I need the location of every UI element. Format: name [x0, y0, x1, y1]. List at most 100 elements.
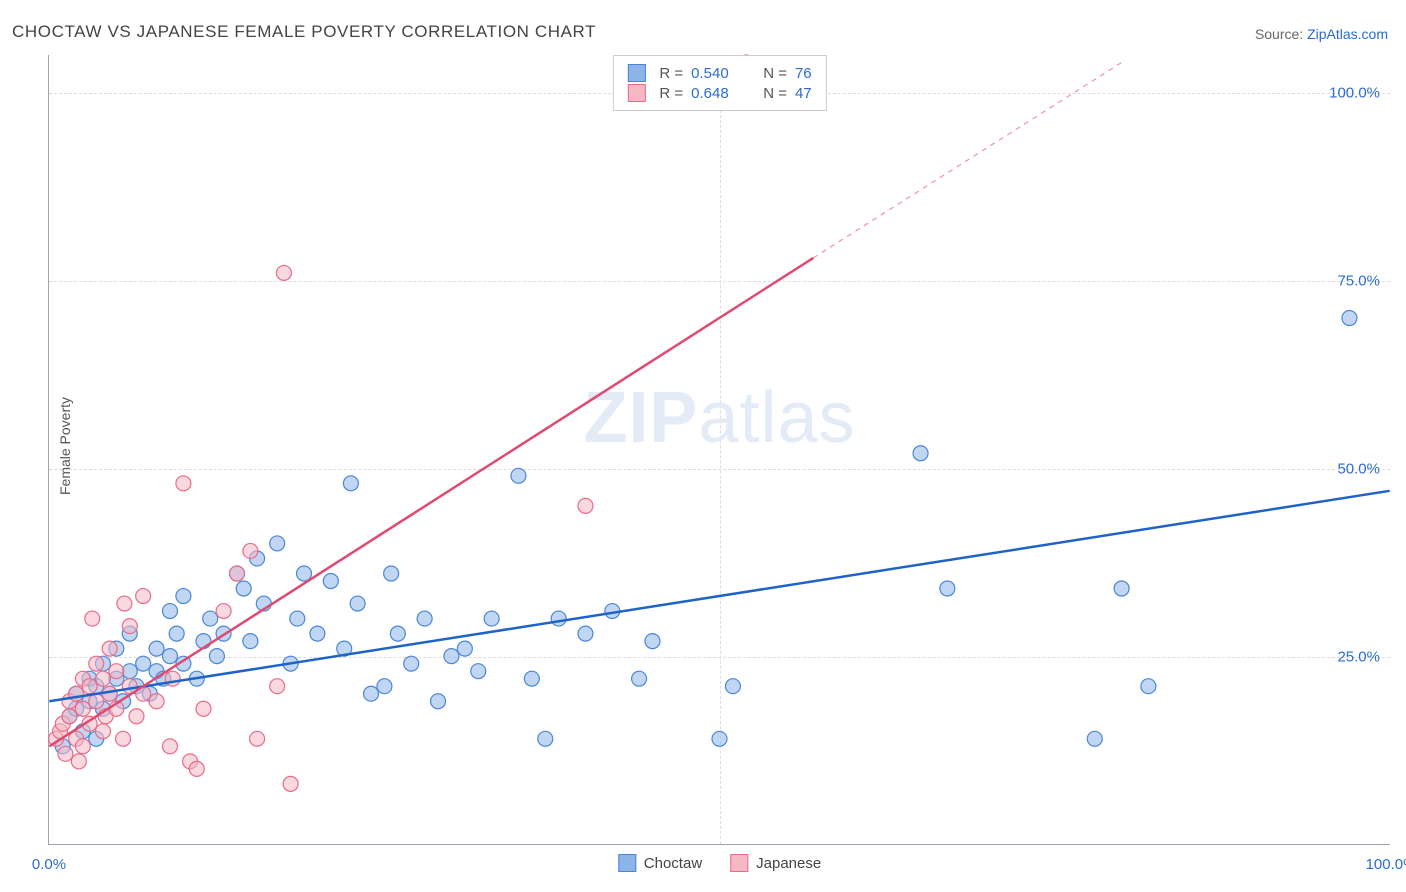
r-value: 0.540 — [691, 65, 729, 82]
scatter-point — [169, 626, 184, 641]
scatter-point — [511, 468, 526, 483]
scatter-svg — [49, 55, 1390, 844]
scatter-point — [384, 566, 399, 581]
scatter-point — [1141, 679, 1156, 694]
r-value: 0.648 — [691, 85, 729, 102]
n-label: N = — [763, 85, 787, 102]
scatter-point — [578, 626, 593, 641]
scatter-point — [323, 574, 338, 589]
scatter-point — [122, 664, 137, 679]
scatter-point — [243, 634, 258, 649]
scatter-point — [129, 709, 144, 724]
legend-swatch — [730, 854, 748, 872]
scatter-point — [82, 679, 97, 694]
scatter-point — [431, 694, 446, 709]
scatter-point — [58, 746, 73, 761]
scatter-point — [230, 566, 245, 581]
legend-swatch — [627, 64, 645, 82]
scatter-point — [95, 671, 110, 686]
scatter-point — [1342, 311, 1357, 326]
scatter-point — [270, 536, 285, 551]
scatter-point — [209, 649, 224, 664]
scatter-point — [89, 656, 104, 671]
y-tick-label: 25.0% — [1337, 648, 1380, 665]
scatter-point — [176, 476, 191, 491]
scatter-point — [484, 611, 499, 626]
scatter-point — [117, 596, 132, 611]
scatter-point — [149, 641, 164, 656]
scatter-point — [350, 596, 365, 611]
legend-label: Japanese — [756, 855, 821, 872]
scatter-point — [913, 446, 928, 461]
scatter-point — [645, 634, 660, 649]
scatter-point — [283, 776, 298, 791]
scatter-point — [632, 671, 647, 686]
x-tick-label: 0.0% — [32, 856, 66, 873]
scatter-point — [71, 754, 86, 769]
legend-label: Choctaw — [644, 855, 702, 872]
scatter-point — [236, 581, 251, 596]
y-tick-label: 75.0% — [1337, 272, 1380, 289]
scatter-point — [162, 604, 177, 619]
r-label: R = — [659, 65, 683, 82]
scatter-point — [471, 664, 486, 679]
legend-swatch — [627, 84, 645, 102]
n-value: 76 — [795, 65, 812, 82]
scatter-point — [390, 626, 405, 641]
scatter-point — [89, 694, 104, 709]
series-legend-item: Choctaw — [618, 854, 702, 872]
scatter-point — [444, 649, 459, 664]
chart-title: CHOCTAW VS JAPANESE FEMALE POVERTY CORRE… — [12, 22, 596, 42]
scatter-point — [1087, 731, 1102, 746]
y-tick-label: 100.0% — [1329, 84, 1380, 101]
scatter-point — [136, 656, 151, 671]
scatter-point — [290, 611, 305, 626]
scatter-point — [404, 656, 419, 671]
scatter-point — [524, 671, 539, 686]
scatter-point — [551, 611, 566, 626]
n-label: N = — [763, 65, 787, 82]
scatter-point — [102, 641, 117, 656]
regression-line — [49, 258, 813, 746]
scatter-point — [176, 589, 191, 604]
source-attribution: Source: ZipAtlas.com — [1255, 26, 1388, 42]
source-prefix: Source: — [1255, 26, 1307, 42]
scatter-point — [109, 664, 124, 679]
chart-plot-area: ZIPatlas R = 0.540 N = 76R = 0.648 N = 4… — [48, 55, 1390, 845]
scatter-point — [457, 641, 472, 656]
scatter-point — [122, 619, 137, 634]
scatter-point — [578, 498, 593, 513]
source-link[interactable]: ZipAtlas.com — [1307, 26, 1388, 42]
correlation-legend-row: R = 0.540 N = 76 — [627, 64, 811, 82]
scatter-point — [136, 589, 151, 604]
scatter-point — [75, 739, 90, 754]
correlation-legend: R = 0.540 N = 76R = 0.648 N = 47 — [612, 55, 826, 111]
scatter-point — [377, 679, 392, 694]
scatter-point — [95, 724, 110, 739]
scatter-point — [538, 731, 553, 746]
scatter-point — [1114, 581, 1129, 596]
regression-line — [49, 491, 1389, 701]
n-value: 47 — [795, 85, 812, 102]
scatter-point — [276, 265, 291, 280]
scatter-point — [940, 581, 955, 596]
scatter-point — [196, 701, 211, 716]
scatter-point — [417, 611, 432, 626]
scatter-point — [85, 611, 100, 626]
series-legend-item: Japanese — [730, 854, 821, 872]
scatter-point — [75, 701, 90, 716]
regression-line-dashed — [813, 63, 1121, 258]
y-tick-label: 50.0% — [1337, 460, 1380, 477]
correlation-legend-row: R = 0.648 N = 47 — [627, 84, 811, 102]
scatter-point — [149, 694, 164, 709]
scatter-point — [189, 761, 204, 776]
scatter-point — [270, 679, 285, 694]
scatter-point — [162, 649, 177, 664]
scatter-point — [310, 626, 325, 641]
scatter-point — [243, 543, 258, 558]
legend-swatch — [618, 854, 636, 872]
scatter-point — [343, 476, 358, 491]
scatter-point — [364, 686, 379, 701]
scatter-point — [250, 731, 265, 746]
series-legend: Choctaw Japanese — [618, 854, 821, 872]
